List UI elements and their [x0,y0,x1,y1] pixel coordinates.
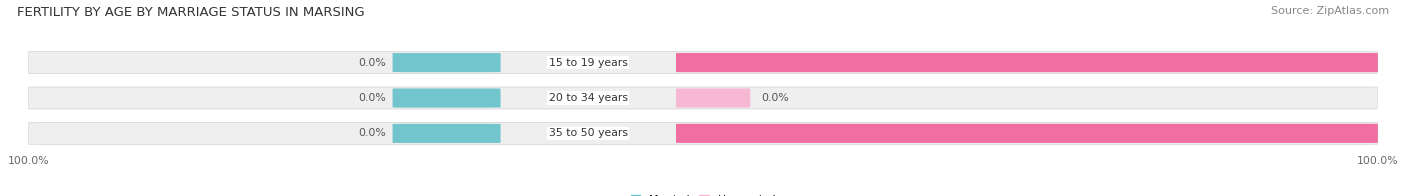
Text: 0.0%: 0.0% [359,128,385,138]
Legend: Married, Unmarried: Married, Unmarried [631,195,775,196]
FancyBboxPatch shape [392,88,501,108]
Text: 20 to 34 years: 20 to 34 years [548,93,627,103]
FancyBboxPatch shape [28,52,1378,74]
Text: 15 to 19 years: 15 to 19 years [548,58,627,68]
FancyBboxPatch shape [676,53,1378,72]
FancyBboxPatch shape [676,88,751,108]
FancyBboxPatch shape [392,53,501,72]
Text: 35 to 50 years: 35 to 50 years [548,128,627,138]
Text: Source: ZipAtlas.com: Source: ZipAtlas.com [1271,6,1389,16]
Text: 100.0%: 100.0% [1388,128,1406,138]
Text: 100.0%: 100.0% [1388,58,1406,68]
Text: 0.0%: 0.0% [359,58,385,68]
Text: 0.0%: 0.0% [359,93,385,103]
FancyBboxPatch shape [28,87,1378,109]
FancyBboxPatch shape [28,122,1378,144]
FancyBboxPatch shape [392,124,501,143]
Text: FERTILITY BY AGE BY MARRIAGE STATUS IN MARSING: FERTILITY BY AGE BY MARRIAGE STATUS IN M… [17,6,364,19]
FancyBboxPatch shape [676,124,1378,143]
Text: 0.0%: 0.0% [761,93,789,103]
